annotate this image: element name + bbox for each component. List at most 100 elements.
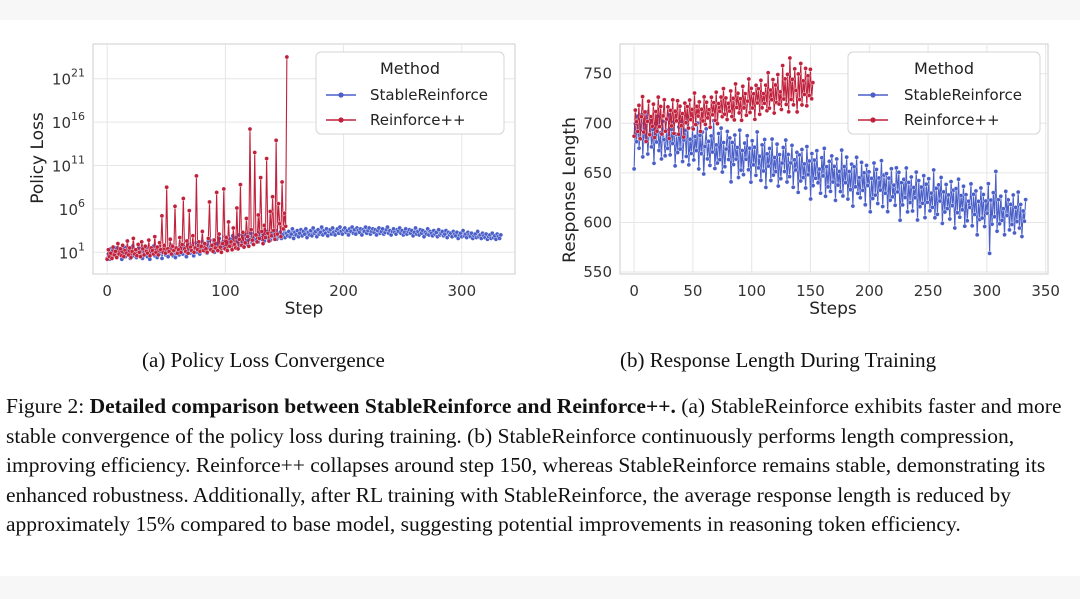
- data-point: [750, 105, 755, 111]
- data-point: [303, 226, 309, 232]
- data-point: [953, 186, 959, 191]
- bottom-margin-band: [0, 576, 1080, 599]
- data-point: [260, 241, 266, 246]
- y-tick-label: 101: [59, 240, 85, 262]
- data-point: [688, 151, 694, 156]
- data-point: [257, 236, 262, 241]
- data-point: [771, 172, 776, 178]
- data-point: [680, 111, 685, 116]
- data-point: [715, 121, 720, 126]
- caption-label: Figure 2:: [6, 394, 85, 418]
- data-point: [993, 169, 999, 174]
- data-point: [721, 140, 726, 145]
- data-point: [799, 147, 805, 152]
- data-point: [950, 203, 955, 208]
- data-point: [986, 181, 991, 186]
- data-point: [788, 160, 794, 166]
- data-point: [165, 254, 171, 259]
- data-point: [804, 144, 810, 149]
- data-point: [783, 137, 789, 143]
- data-point: [981, 192, 986, 197]
- data-point: [221, 186, 227, 192]
- data-point: [184, 238, 190, 244]
- data-point: [744, 133, 750, 139]
- data-point: [851, 164, 857, 169]
- legend-label-stable: StableReinforce: [370, 86, 488, 104]
- data-point: [290, 226, 295, 232]
- data-point: [703, 126, 709, 132]
- data-point: [196, 239, 202, 245]
- data-point: [720, 169, 725, 175]
- data-point: [273, 138, 279, 143]
- data-point: [786, 109, 791, 115]
- data-point: [734, 105, 740, 110]
- x-tick-labels: 0 50 100 150 200 250 300 350: [629, 282, 1060, 300]
- data-point: [156, 252, 161, 258]
- data-point: [683, 120, 689, 125]
- data-point: [818, 190, 823, 196]
- data-point: [997, 221, 1002, 227]
- data-point: [751, 162, 756, 168]
- data-point: [284, 54, 290, 60]
- data-point: [206, 236, 211, 241]
- data-point: [278, 234, 284, 239]
- data-point: [226, 219, 231, 225]
- data-point: [796, 71, 801, 77]
- data-point: [248, 227, 254, 233]
- data-point: [641, 129, 647, 135]
- x-tick-label: 200: [855, 282, 884, 300]
- data-point: [1013, 205, 1019, 210]
- y-tick-label: 106: [59, 197, 85, 219]
- data-point: [1018, 202, 1023, 207]
- data-point: [763, 185, 769, 190]
- data-point: [1007, 227, 1012, 233]
- data-point: [686, 162, 692, 168]
- data-point: [935, 212, 940, 217]
- y-tick-labels: 101 106 1011 1016 1021: [52, 67, 85, 263]
- data-point: [283, 223, 288, 229]
- data-point: [125, 238, 130, 244]
- data-point: [867, 209, 873, 215]
- data-point: [770, 77, 776, 82]
- data-point: [701, 94, 707, 100]
- data-point: [649, 144, 654, 150]
- data-point: [799, 102, 805, 108]
- data-point: [775, 183, 781, 189]
- data-point: [186, 208, 192, 213]
- data-point: [732, 117, 737, 123]
- data-point: [340, 231, 345, 237]
- data-point: [727, 135, 733, 141]
- data-point: [276, 201, 281, 206]
- data-point: [877, 187, 883, 193]
- data-point: [703, 122, 708, 127]
- data-point: [773, 169, 779, 174]
- data-point: [225, 248, 230, 253]
- data-point: [830, 179, 836, 185]
- data-point: [1010, 192, 1016, 198]
- data-point: [865, 183, 871, 188]
- data-point: [895, 189, 900, 195]
- data-point: [892, 202, 898, 208]
- data-point: [869, 176, 874, 181]
- data-point: [652, 135, 657, 140]
- x-axis-label: Step: [285, 299, 324, 319]
- data-point: [768, 178, 774, 183]
- data-point: [932, 215, 938, 221]
- data-point: [668, 108, 673, 113]
- data-point: [823, 193, 828, 199]
- series-reinforce-plus-plus: [631, 55, 816, 144]
- data-point: [666, 136, 672, 141]
- data-point: [114, 255, 119, 260]
- data-point: [234, 205, 240, 211]
- data-point: [1012, 230, 1017, 236]
- data-point: [701, 171, 707, 177]
- data-point: [931, 167, 936, 173]
- data-point: [864, 163, 869, 168]
- data-point: [803, 185, 808, 191]
- data-point: [829, 153, 835, 159]
- y-tick-labels: 550 600 650 700 750: [583, 65, 612, 281]
- data-point: [736, 110, 742, 116]
- data-point: [235, 246, 241, 252]
- data-point: [271, 228, 277, 233]
- data-point: [1019, 234, 1025, 239]
